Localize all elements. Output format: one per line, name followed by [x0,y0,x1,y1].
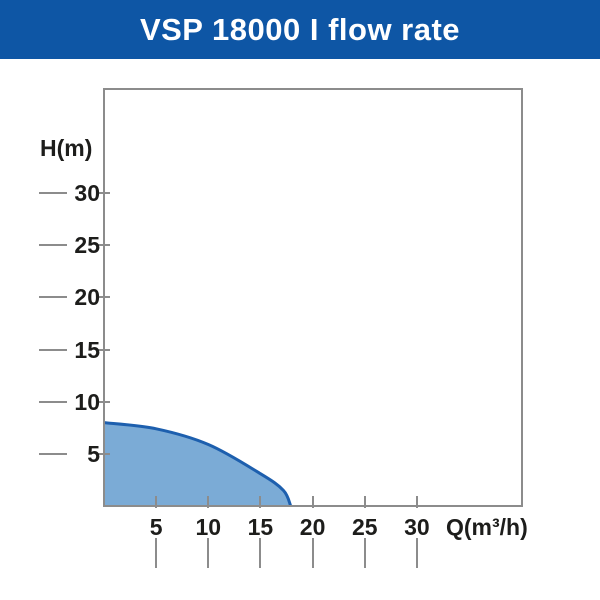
x-outer-dash [311,538,314,568]
x-axis-tick [311,496,314,508]
plot-area-border [103,88,523,507]
y-axis-tick [98,296,110,299]
x-axis-tick [415,496,418,508]
y-axis-tick [98,400,110,403]
x-outer-dash [155,538,158,568]
chart-title: VSP 18000 I flow rate [139,11,461,47]
y-outer-dash [39,452,67,455]
x-tick-label: 20 [299,514,326,540]
y-outer-dash [39,296,67,299]
x-axis-tick [259,496,262,508]
x-outer-dash [259,538,262,568]
y-outer-dash [39,192,67,195]
x-tick-label: 10 [195,514,222,540]
x-axis-title: Q(m³/h) [446,514,528,540]
y-axis-tick [98,452,110,455]
x-outer-dash [207,538,210,568]
y-tick-label: 25 [74,232,100,259]
y-tick-label: 15 [74,336,100,363]
title-banner: VSP 18000 I flow rate [0,0,600,59]
x-tick-label: 30 [404,514,430,540]
x-axis-tick [207,496,210,508]
y-axis-tick [98,348,110,351]
x-tick-label: 5 [149,514,163,540]
x-axis-tick [155,496,158,508]
y-axis-tick [98,192,110,195]
x-outer-dash [363,538,366,568]
x-tick-label: 25 [351,514,378,540]
y-tick-label: 10 [74,388,100,415]
y-axis-title: H(m) [40,135,93,161]
x-tick-label: 15 [247,514,274,540]
y-outer-dash [39,348,67,351]
y-tick-label: 20 [74,284,100,311]
x-outer-dash [415,538,418,568]
y-axis-tick [98,244,110,247]
y-outer-dash [39,400,67,403]
y-tick-label: 5 [87,440,100,467]
y-outer-dash [39,244,67,247]
x-axis-tick [363,496,366,508]
y-tick-label: 30 [74,180,100,207]
